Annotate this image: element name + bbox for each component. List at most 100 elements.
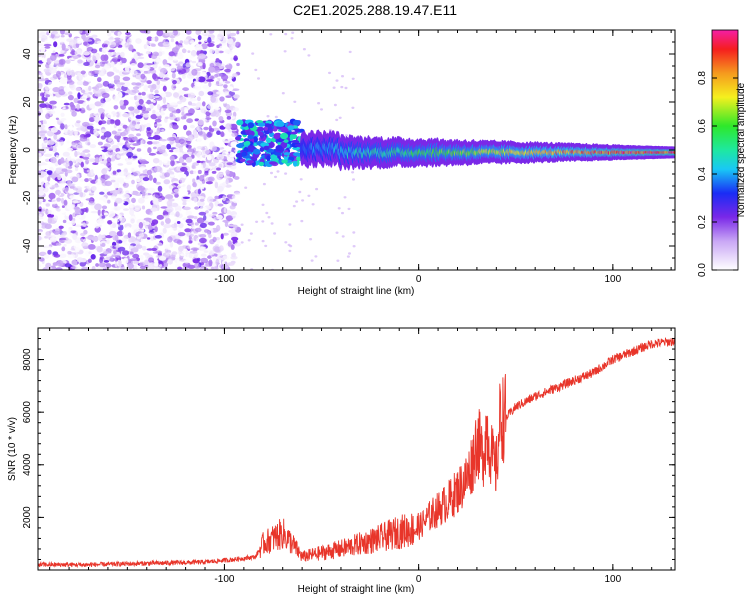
noise-blob (173, 188, 181, 193)
noise-blob (172, 124, 179, 130)
noise-blob (182, 74, 186, 79)
noise-blob (73, 79, 77, 83)
noise-blob (181, 267, 189, 270)
noise-blob (154, 235, 162, 239)
noise-blob (60, 50, 64, 54)
noise-blob (71, 259, 78, 267)
noise-blob (110, 30, 115, 33)
noise-blob (66, 147, 74, 152)
noise-blob (68, 214, 73, 222)
noise-blob (90, 66, 97, 71)
noise-blob (185, 157, 193, 163)
noise-blob (216, 214, 223, 220)
noise-blob (213, 265, 218, 270)
noise-blob (199, 222, 207, 229)
noise-blob (83, 62, 90, 66)
noise-blob (213, 216, 219, 221)
noise-blob (178, 138, 185, 145)
noise-blob (122, 81, 131, 88)
noise-blob (45, 203, 50, 207)
noise-blob (59, 234, 65, 238)
noise-blob (159, 72, 164, 79)
noise-blob (122, 124, 128, 129)
noise-blob (83, 41, 88, 46)
noise-blob (79, 137, 88, 142)
noise-blob (47, 176, 51, 182)
snr-series-line (38, 336, 675, 569)
noise-blob (352, 178, 355, 181)
noise-blob (63, 243, 67, 247)
noise-blob (225, 103, 231, 110)
noise-blob (288, 223, 292, 226)
noise-blob (119, 222, 123, 226)
noise-blob (88, 201, 96, 206)
signal-blob (283, 139, 289, 143)
noise-blob (49, 100, 57, 105)
noise-blob (153, 267, 161, 270)
noise-blob (162, 59, 168, 66)
noise-blob (56, 70, 61, 78)
noise-blob (57, 48, 62, 52)
noise-blob (211, 170, 217, 174)
noise-blob (203, 126, 209, 131)
noise-blob (165, 194, 174, 200)
noise-blob (196, 152, 201, 158)
noise-blob (160, 83, 167, 87)
noise-blob (86, 169, 92, 173)
noise-blob (171, 47, 179, 54)
noise-blob (116, 81, 122, 89)
noise-blob (133, 170, 141, 177)
noise-blob (76, 120, 81, 124)
noise-blob (53, 105, 57, 109)
noise-blob (80, 125, 86, 132)
noise-blob (85, 77, 93, 82)
noise-blob (172, 148, 180, 153)
signal-blob (243, 126, 249, 130)
noise-blob (200, 253, 207, 257)
colorbar-tick-label: 0.8 (697, 71, 708, 85)
noise-blob (183, 259, 190, 264)
y-tick-label: 0 (22, 147, 33, 153)
noise-blob (194, 222, 199, 226)
noise-blob (225, 169, 230, 175)
noise-blob (222, 195, 227, 202)
noise-blob (85, 250, 90, 257)
noise-blob (91, 48, 98, 54)
noise-blob (181, 111, 185, 116)
noise-blob (186, 184, 192, 191)
noise-blob (89, 158, 96, 162)
noise-blob (40, 92, 45, 97)
noise-blob (208, 162, 216, 167)
noise-blob (231, 214, 240, 219)
noise-blob (61, 233, 67, 236)
noise-blob (40, 35, 48, 41)
noise-blob (71, 266, 78, 269)
noise-blob (77, 59, 83, 64)
noise-blob (231, 88, 240, 91)
noise-blob (41, 207, 46, 214)
noise-blob (197, 200, 205, 207)
noise-blob (148, 230, 155, 234)
noise-blob (160, 112, 165, 116)
noise-blob (344, 86, 348, 90)
noise-blob (146, 123, 151, 128)
noise-blob (292, 204, 296, 208)
noise-blob (143, 44, 148, 50)
noise-blob (223, 101, 227, 104)
noise-blob (291, 31, 295, 34)
noise-blob (104, 43, 108, 48)
noise-blob (53, 41, 58, 48)
noise-blob (88, 251, 92, 255)
noise-blob (231, 41, 236, 47)
noise-blob (175, 143, 181, 148)
noise-blob (38, 72, 43, 75)
noise-blob (48, 148, 53, 151)
noise-blob (138, 98, 144, 105)
signal-blob (240, 130, 246, 135)
noise-blob (284, 241, 288, 244)
noise-blob (161, 129, 165, 132)
noise-blob (202, 101, 206, 107)
noise-blob (77, 72, 81, 77)
noise-blob (63, 86, 70, 93)
noise-blob (80, 109, 86, 113)
